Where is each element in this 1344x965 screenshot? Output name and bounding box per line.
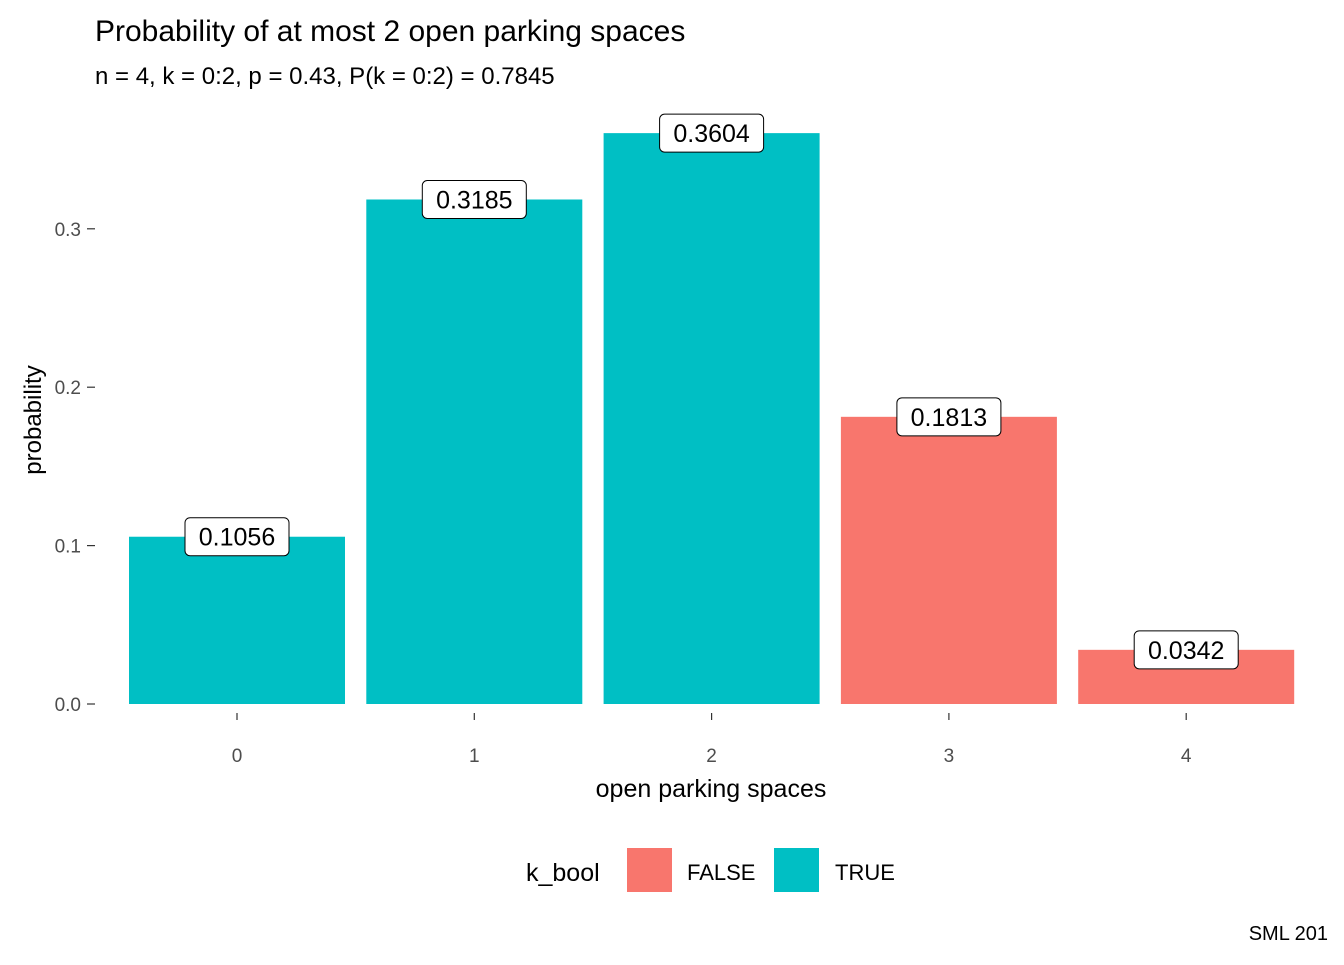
x-tick-label: 1 xyxy=(469,746,480,767)
data-label: 0.1056 xyxy=(184,517,290,557)
bars xyxy=(129,133,1295,704)
data-label-box xyxy=(421,179,527,219)
data-label-text: 0.0342 xyxy=(1148,637,1224,665)
x-axis-title: open parking spaces xyxy=(596,775,827,803)
bar-1 xyxy=(366,199,583,704)
bar-2 xyxy=(603,133,820,704)
x-tick-label: 4 xyxy=(1181,746,1192,767)
y-tick-label: 0.3 xyxy=(55,220,81,241)
legend-label-true: TRUE xyxy=(835,860,895,885)
y-tick-label: 0.0 xyxy=(55,695,81,716)
chart-caption: SML 201 xyxy=(1249,923,1328,945)
data-label-text: 0.1813 xyxy=(911,404,987,432)
bar-0 xyxy=(129,536,345,704)
data-label: 0.1813 xyxy=(896,397,1002,437)
y-axis: 0.0 0.1 0.2 0.3 xyxy=(55,220,95,716)
y-axis-title: probability xyxy=(20,365,47,474)
x-tick-label: 3 xyxy=(944,746,955,767)
data-label-box xyxy=(184,517,290,557)
data-label-box xyxy=(659,113,765,153)
data-label-box xyxy=(1133,630,1239,670)
y-tick-label: 0.2 xyxy=(55,378,81,399)
legend-key-false xyxy=(627,848,672,892)
legend-label-false: FALSE xyxy=(687,860,755,885)
y-tick-label: 0.1 xyxy=(55,537,81,558)
x-tick-label: 2 xyxy=(706,746,717,767)
x-tick-label: 0 xyxy=(232,746,243,767)
data-label-text: 0.3604 xyxy=(673,120,750,148)
data-labels: 0.1056 0.3185 0.3604 0.1813 0.0342 xyxy=(184,113,1239,670)
data-label-text: 0.3185 xyxy=(436,186,512,214)
data-label: 0.3604 xyxy=(659,113,765,153)
legend-key-true xyxy=(774,848,819,892)
bar-3 xyxy=(840,416,1057,704)
x-axis: 0 1 2 3 4 xyxy=(232,713,1192,767)
chart-title: Probability of at most 2 open parking sp… xyxy=(95,15,685,48)
chart-subtitle: n = 4, k = 0:2, p = 0.43, P(k = 0:2) = 0… xyxy=(95,63,555,90)
data-label-box xyxy=(896,397,1002,437)
data-label-text: 0.1056 xyxy=(199,524,275,552)
data-label: 0.3185 xyxy=(421,179,527,219)
legend-title: k_bool xyxy=(526,859,600,887)
data-label: 0.0342 xyxy=(1133,630,1239,670)
legend: k_bool FALSE TRUE xyxy=(526,848,895,892)
